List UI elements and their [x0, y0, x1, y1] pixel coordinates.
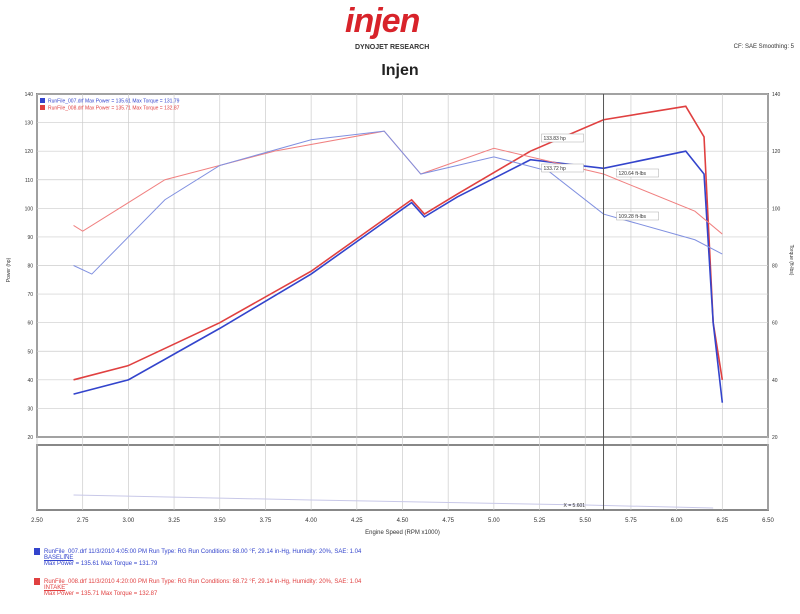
x-tick-label: 4.25 — [351, 518, 363, 524]
y-tick-label: 40 — [27, 378, 33, 384]
series-line-1 — [73, 105, 724, 381]
y-tick-label: 130 — [25, 121, 34, 127]
x-tick-label: 4.00 — [305, 518, 317, 524]
legend-swatch — [40, 105, 45, 110]
chart: 2.50 2.75 3.00 3.25 3.50 3.75 4.00 4.25 4.50 4.75… — [6, 92, 794, 536]
x-tick-label: 5.50 — [579, 518, 591, 524]
x-tick-label: 4.50 — [397, 518, 409, 524]
run-name-link[interactable]: BASELINE — [44, 555, 74, 562]
y-tick-label: 80 — [27, 264, 33, 270]
x-tick-label: 2.50 — [31, 518, 43, 524]
cursor-readout: X = 5.601 — [564, 503, 586, 509]
y-tick-label: 20 — [27, 435, 33, 441]
cursor-label-box — [616, 211, 659, 221]
y-axis-label: Power (hp) — [6, 257, 12, 282]
run-details: RunFile_008.drf 11/3/2010 4:20:00 PM Run… — [44, 579, 362, 586]
run-max-values: Max Power = 135.61 Max Torque = 131.79 — [44, 561, 158, 568]
x-tick-label: 6.50 — [762, 518, 774, 524]
logo-subtitle: DYNOJET RESEARCH — [355, 44, 430, 51]
x-tick-label: 6.25 — [716, 518, 728, 524]
x-tick-label: 3.75 — [260, 518, 272, 524]
x-tick-label: 5.00 — [488, 518, 500, 524]
x-tick-label: 3.25 — [168, 518, 180, 524]
x-tick-label: 3.00 — [123, 518, 135, 524]
y2-tick-label: 20 — [772, 435, 778, 441]
x-axis-label: Engine Speed (RPM x1000) — [365, 530, 440, 536]
y2-tick-label: 40 — [772, 378, 778, 384]
y2-axis-label: Torque (ft-lbs) — [788, 245, 794, 276]
series-line-2 — [73, 150, 724, 403]
y-tick-label: 110 — [25, 178, 33, 184]
legend-swatch — [40, 98, 45, 103]
y-tick-label: 120 — [25, 149, 34, 155]
y2-tick-label: 60 — [772, 321, 778, 327]
cursor-label: 133.83 hp — [544, 136, 566, 142]
lower-series-line — [73, 494, 714, 509]
cursor-label: 109.28 ft-lbs — [619, 214, 647, 220]
x-tick-label: 5.25 — [534, 518, 546, 524]
cursor-label-box — [541, 163, 584, 173]
y-tick-label: 30 — [27, 406, 33, 412]
x-tick-label: 2.75 — [77, 518, 89, 524]
run-swatch — [34, 548, 40, 555]
legend-entry: RunFile_007.drf Max Power = 135.61 Max T… — [48, 99, 180, 105]
settings-readout: CF: SAE Smoothing: 5 — [733, 44, 794, 50]
run-max-values: Max Power = 135.71 Max Torque = 132.87 — [44, 591, 158, 598]
y2-tick-label: 80 — [772, 264, 778, 270]
x-tick-label: 4.75 — [442, 518, 454, 524]
run-info-entry: RunFile_007.drf 11/3/2010 4:05:00 PM Run… — [34, 548, 361, 567]
x-tick-label: 6.00 — [671, 518, 683, 524]
run-name-link[interactable]: INTAKE — [44, 585, 66, 592]
cursor-label: 133.72 hp — [544, 166, 566, 172]
y-tick-label: 90 — [27, 235, 33, 241]
cursor-label-box — [541, 133, 584, 143]
x-tick-label: 5.75 — [625, 518, 637, 524]
chart-title: Injen — [381, 62, 419, 79]
y-tick-label: 100 — [25, 206, 34, 212]
legend-entry: RunFile_008.drf Max Power = 135.71 Max T… — [48, 106, 180, 112]
cursor-label: 120.64 ft-lbs — [619, 171, 647, 177]
x-tick-label: 3.50 — [214, 518, 226, 524]
y2-tick-label: 120 — [772, 149, 781, 155]
y2-tick-label: 100 — [772, 206, 781, 212]
y-tick-label: 60 — [27, 321, 33, 327]
y-tick-label: 50 — [27, 349, 33, 355]
run-details: RunFile_007.drf 11/3/2010 4:05:00 PM Run… — [44, 549, 362, 556]
y-tick-label: 140 — [25, 92, 34, 98]
injen-logo: injen — [345, 2, 420, 40]
y2-tick-label: 140 — [772, 92, 781, 98]
cursor-label-box — [616, 168, 659, 178]
y-tick-label: 70 — [27, 292, 33, 298]
run-swatch — [34, 578, 40, 585]
run-info-entry: RunFile_008.drf 11/3/2010 4:20:00 PM Run… — [34, 578, 361, 597]
